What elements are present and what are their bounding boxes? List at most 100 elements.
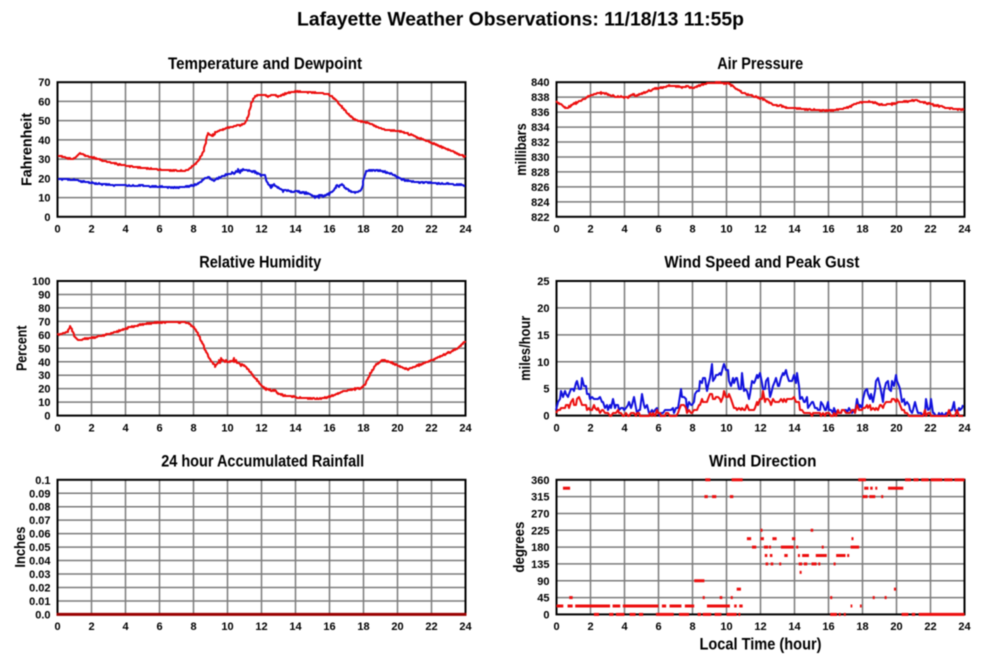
svg-text:Wind Speed and Peak Gust: Wind Speed and Peak Gust bbox=[664, 253, 859, 272]
svg-text:22: 22 bbox=[425, 621, 437, 633]
svg-text:826: 826 bbox=[531, 182, 549, 194]
svg-text:18: 18 bbox=[856, 422, 868, 434]
svg-text:14: 14 bbox=[788, 224, 801, 236]
svg-text:6: 6 bbox=[655, 224, 661, 236]
svg-text:830: 830 bbox=[531, 152, 549, 164]
svg-text:12: 12 bbox=[255, 621, 267, 633]
svg-text:12: 12 bbox=[754, 621, 766, 633]
svg-text:840: 840 bbox=[531, 77, 549, 89]
svg-text:14: 14 bbox=[289, 621, 302, 633]
svg-text:270: 270 bbox=[531, 508, 549, 520]
svg-text:50: 50 bbox=[38, 343, 50, 355]
svg-text:12: 12 bbox=[754, 224, 766, 236]
svg-text:20: 20 bbox=[890, 422, 902, 434]
svg-text:10: 10 bbox=[720, 422, 732, 434]
svg-text:0.06: 0.06 bbox=[29, 529, 50, 541]
svg-text:10: 10 bbox=[720, 621, 732, 633]
svg-text:4: 4 bbox=[621, 224, 628, 236]
svg-text:Air Pressure: Air Pressure bbox=[717, 54, 803, 73]
svg-text:80: 80 bbox=[38, 303, 50, 315]
svg-text:50: 50 bbox=[38, 116, 50, 128]
svg-text:18: 18 bbox=[856, 621, 868, 633]
svg-text:0.04: 0.04 bbox=[29, 556, 51, 568]
svg-text:24: 24 bbox=[459, 422, 472, 434]
svg-text:24: 24 bbox=[958, 422, 971, 434]
svg-text:0.07: 0.07 bbox=[29, 515, 50, 527]
svg-text:0: 0 bbox=[553, 621, 559, 633]
svg-text:16: 16 bbox=[323, 224, 335, 236]
svg-text:24: 24 bbox=[958, 224, 971, 236]
svg-text:70: 70 bbox=[38, 77, 50, 89]
svg-text:4: 4 bbox=[122, 621, 129, 633]
svg-text:10: 10 bbox=[221, 422, 233, 434]
svg-text:0: 0 bbox=[543, 609, 549, 621]
svg-text:10: 10 bbox=[38, 193, 50, 205]
svg-text:Percent: Percent bbox=[14, 326, 31, 372]
svg-text:14: 14 bbox=[289, 422, 302, 434]
svg-text:18: 18 bbox=[856, 224, 868, 236]
svg-text:16: 16 bbox=[323, 422, 335, 434]
svg-text:0: 0 bbox=[553, 224, 559, 236]
svg-text:0: 0 bbox=[44, 212, 50, 224]
svg-text:24: 24 bbox=[958, 621, 971, 633]
svg-text:24: 24 bbox=[459, 621, 472, 633]
svg-text:135: 135 bbox=[531, 559, 549, 571]
svg-text:16: 16 bbox=[822, 621, 834, 633]
svg-text:degrees: degrees bbox=[511, 522, 528, 573]
svg-text:0: 0 bbox=[54, 422, 60, 434]
svg-text:822: 822 bbox=[531, 212, 549, 224]
svg-text:225: 225 bbox=[531, 525, 549, 537]
svg-text:45: 45 bbox=[537, 593, 549, 605]
svg-text:0.05: 0.05 bbox=[29, 542, 50, 554]
svg-text:2: 2 bbox=[587, 621, 593, 633]
svg-text:90: 90 bbox=[38, 289, 50, 301]
svg-text:10: 10 bbox=[221, 621, 233, 633]
svg-text:4: 4 bbox=[122, 422, 129, 434]
svg-text:60: 60 bbox=[38, 330, 50, 342]
svg-text:5: 5 bbox=[543, 384, 549, 396]
svg-text:838: 838 bbox=[531, 92, 549, 104]
svg-text:4: 4 bbox=[621, 422, 628, 434]
svg-text:20: 20 bbox=[391, 224, 403, 236]
svg-text:miles/hour: miles/hour bbox=[517, 316, 534, 381]
svg-text:40: 40 bbox=[38, 135, 50, 147]
svg-text:4: 4 bbox=[122, 224, 129, 236]
svg-text:8: 8 bbox=[689, 422, 695, 434]
svg-text:4: 4 bbox=[621, 621, 628, 633]
svg-text:836: 836 bbox=[531, 107, 549, 119]
svg-text:828: 828 bbox=[531, 167, 549, 179]
svg-text:360: 360 bbox=[531, 475, 549, 487]
svg-text:0.01: 0.01 bbox=[29, 596, 50, 608]
svg-text:8: 8 bbox=[190, 422, 196, 434]
svg-text:Local Time (hour): Local Time (hour) bbox=[700, 635, 822, 654]
svg-text:Inches: Inches bbox=[12, 527, 29, 568]
svg-text:Temperature and Dewpoint: Temperature and Dewpoint bbox=[168, 54, 362, 73]
svg-text:8: 8 bbox=[689, 224, 695, 236]
svg-text:16: 16 bbox=[822, 224, 834, 236]
svg-text:2: 2 bbox=[587, 224, 593, 236]
svg-text:20: 20 bbox=[537, 303, 549, 315]
svg-text:6: 6 bbox=[655, 621, 661, 633]
svg-text:12: 12 bbox=[255, 422, 267, 434]
svg-text:Relative Humidity: Relative Humidity bbox=[199, 253, 321, 272]
svg-text:8: 8 bbox=[190, 621, 196, 633]
svg-text:6: 6 bbox=[156, 422, 162, 434]
svg-text:0: 0 bbox=[54, 224, 60, 236]
svg-text:30: 30 bbox=[38, 370, 50, 382]
svg-text:40: 40 bbox=[38, 357, 50, 369]
svg-text:14: 14 bbox=[788, 422, 801, 434]
svg-text:2: 2 bbox=[88, 224, 94, 236]
svg-text:6: 6 bbox=[156, 621, 162, 633]
svg-text:24 hour Accumulated Rainfall: 24 hour Accumulated Rainfall bbox=[161, 451, 364, 470]
svg-text:0: 0 bbox=[553, 422, 559, 434]
svg-text:6: 6 bbox=[655, 422, 661, 434]
svg-text:18: 18 bbox=[357, 422, 369, 434]
svg-text:18: 18 bbox=[357, 224, 369, 236]
svg-text:22: 22 bbox=[924, 224, 936, 236]
svg-text:Lafayette Weather Observations: Lafayette Weather Observations: 11/18/13… bbox=[297, 10, 744, 31]
svg-text:20: 20 bbox=[38, 384, 50, 396]
svg-text:0.0: 0.0 bbox=[35, 609, 50, 621]
svg-text:10: 10 bbox=[221, 224, 233, 236]
svg-text:90: 90 bbox=[537, 576, 549, 588]
svg-text:14: 14 bbox=[788, 621, 801, 633]
